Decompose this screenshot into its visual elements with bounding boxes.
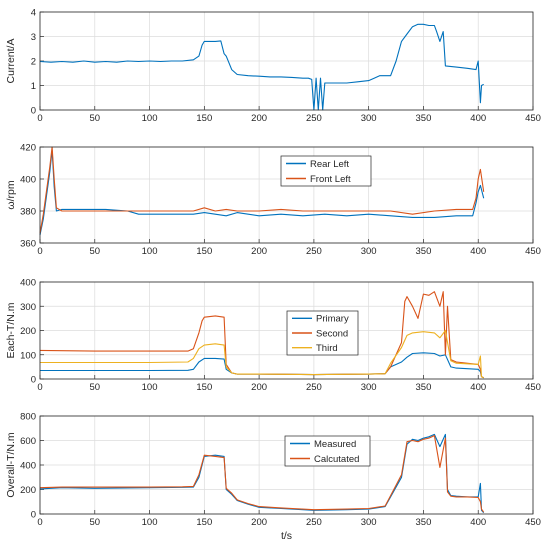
- x-tick-label: 150: [196, 517, 212, 528]
- x-tick-label: 100: [142, 517, 158, 528]
- y-tick-label: 0: [31, 375, 36, 386]
- legend-entry: Second: [316, 328, 348, 339]
- series-line-1: [39, 23, 484, 111]
- y-tick-label: 200: [20, 326, 36, 337]
- axes-frame: [39, 146, 534, 244]
- x-tick-label: 100: [142, 246, 158, 257]
- series-line-2: [39, 146, 485, 234]
- x-tick-label: 200: [251, 517, 267, 528]
- x-tick-label: 400: [470, 382, 486, 393]
- y-tick-label: 1: [31, 81, 36, 92]
- x-tick-label: 350: [416, 517, 432, 528]
- x-tick-label: 300: [361, 382, 377, 393]
- x-tick-label: 250: [306, 517, 322, 528]
- legend-box: [280, 155, 372, 187]
- y-tick-label: 0: [31, 510, 36, 521]
- x-tick-label: 350: [416, 113, 432, 124]
- x-axis-label: t/s: [281, 530, 292, 542]
- x-tick-label: 300: [361, 517, 377, 528]
- y-tick-label: 300: [20, 302, 36, 313]
- legend-entry: Measured: [314, 439, 356, 450]
- x-tick-label: 400: [470, 517, 486, 528]
- x-tick-label: 150: [196, 382, 212, 393]
- chart-panel-4: 0 50 100 150 200 250 300 350 400 450 0 200 400 600 800…: [5, 412, 541, 543]
- y-tick-label: 380: [20, 207, 36, 218]
- x-tick-label: 450: [525, 382, 541, 393]
- legend-entry: Rear Left: [310, 159, 349, 170]
- y-tick-label: 0: [31, 106, 36, 117]
- y-axis-label: Each-T/N.m: [5, 302, 17, 358]
- y-tick-label: 2: [31, 57, 36, 68]
- x-tick-label: 250: [306, 382, 322, 393]
- y-tick-label: 200: [20, 485, 36, 496]
- y-tick-label: 800: [20, 412, 36, 423]
- series-line-3: [40, 329, 484, 379]
- chart-panel-3: 0 50 100 150 200 250 300 350 400 450 0 100 200 300 400…: [5, 278, 541, 394]
- x-tick-label: 50: [89, 113, 100, 124]
- legend-entry: Third: [316, 343, 338, 354]
- y-tick-label: 100: [20, 350, 36, 361]
- chart-panel-2: 0 50 100 150 200 250 300 350 400 450 360 380 400 420 ω…: [5, 143, 541, 258]
- x-tick-label: 0: [37, 382, 42, 393]
- y-tick-label: 3: [31, 32, 36, 43]
- legend-entry: Front Left: [310, 174, 351, 185]
- axes-frame: [39, 415, 534, 515]
- legend-entry: Primary: [316, 314, 349, 325]
- y-tick-label: 400: [20, 175, 36, 186]
- x-tick-label: 50: [89, 517, 100, 528]
- x-tick-label: 0: [37, 113, 42, 124]
- y-axis-label: Current/A: [5, 39, 17, 84]
- y-tick-label: 400: [20, 278, 36, 289]
- x-tick-label: 450: [525, 246, 541, 257]
- x-tick-label: 450: [525, 113, 541, 124]
- y-tick-label: 400: [20, 461, 36, 472]
- legend: Primary Second Third: [286, 310, 359, 356]
- x-tick-label: 150: [196, 246, 212, 257]
- x-tick-label: 200: [251, 246, 267, 257]
- x-tick-label: 50: [89, 382, 100, 393]
- x-tick-label: 50: [89, 246, 100, 257]
- axes-frame: [39, 281, 534, 380]
- x-tick-label: 0: [37, 246, 42, 257]
- y-tick-label: 420: [20, 143, 36, 154]
- x-tick-label: 200: [251, 113, 267, 124]
- x-tick-label: 300: [361, 246, 377, 257]
- x-tick-label: 400: [470, 113, 486, 124]
- x-tick-label: 250: [306, 246, 322, 257]
- y-axis-label: ω/rpm: [5, 180, 17, 209]
- legend: Rear Left Front Left: [280, 155, 372, 187]
- x-tick-label: 400: [470, 246, 486, 257]
- x-tick-label: 350: [416, 246, 432, 257]
- legend: Measured Calcutated: [284, 435, 371, 467]
- x-tick-label: 300: [361, 113, 377, 124]
- x-tick-label: 150: [196, 113, 212, 124]
- chart-panel-1: 0 50 100 150 200 250 300 350 400 450 0 1 2 3 4 Current/…: [5, 8, 541, 125]
- x-tick-label: 100: [142, 113, 158, 124]
- x-tick-label: 100: [142, 382, 158, 393]
- x-tick-label: 350: [416, 382, 432, 393]
- x-tick-label: 200: [251, 382, 267, 393]
- axes-frame: [39, 11, 534, 111]
- series-line-2: [39, 435, 485, 513]
- y-axis-label: Overall-T/N.m: [5, 432, 17, 498]
- x-tick-label: 450: [525, 517, 541, 528]
- legend-box: [284, 435, 371, 467]
- y-tick-label: 4: [31, 8, 36, 19]
- y-tick-label: 360: [20, 239, 36, 250]
- y-tick-label: 600: [20, 436, 36, 447]
- x-tick-label: 250: [306, 113, 322, 124]
- x-tick-label: 0: [37, 517, 42, 528]
- legend-entry: Calcutated: [314, 454, 359, 465]
